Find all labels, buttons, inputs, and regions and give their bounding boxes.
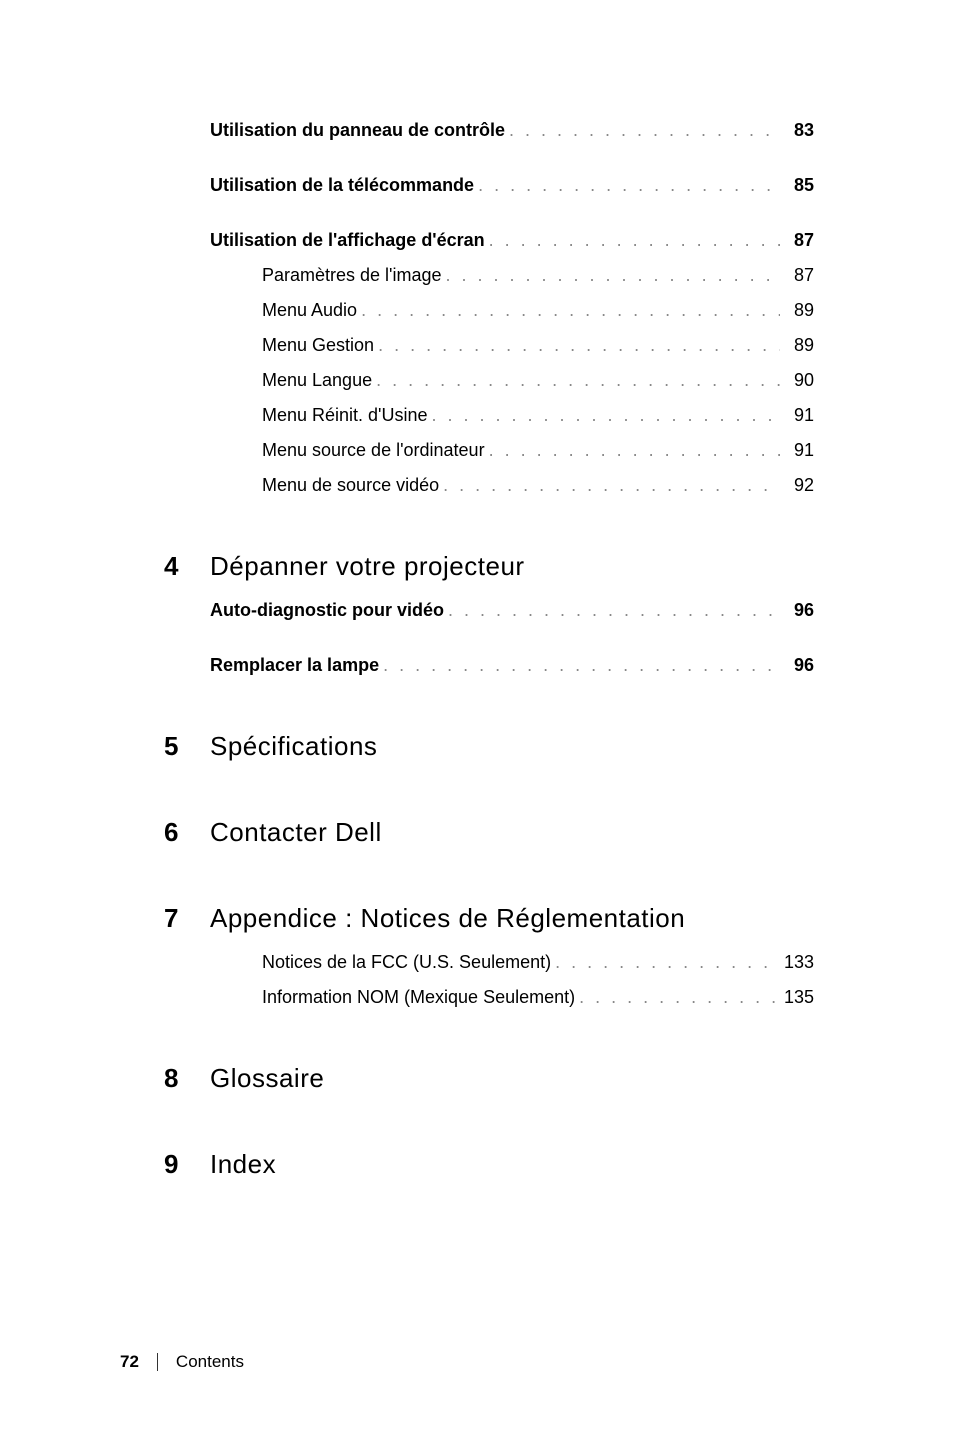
- toc-section-heading[interactable]: 5Spécifications: [164, 731, 814, 762]
- toc-line[interactable]: Notices de la FCC (U.S. Seulement) . . .…: [262, 952, 814, 973]
- leader-dots: . . . . . . . . . . . . . . . . . . . . …: [505, 120, 780, 141]
- leader-dots: . . . . . . . . . . . . . . . . . . . . …: [372, 370, 780, 391]
- toc-entry-page: 96: [780, 655, 814, 676]
- toc-entry-label: Menu Audio: [262, 300, 357, 321]
- toc-section-heading[interactable]: 4Dépanner votre projecteur: [164, 551, 814, 582]
- leader-dots: . . . . . . . . . . . . . . . . . . . . …: [442, 265, 780, 286]
- toc-section-heading[interactable]: 8Glossaire: [164, 1063, 814, 1094]
- toc-line[interactable]: Menu Audio . . . . . . . . . . . . . . .…: [262, 300, 814, 321]
- leader-dots: . . . . . . . . . . . . . . . . . . . . …: [474, 175, 780, 196]
- section-number: 9: [164, 1149, 210, 1180]
- leader-dots: . . . . . . . . . . . . . . . . . . . . …: [551, 952, 780, 973]
- page-footer: 72 Contents: [120, 1352, 244, 1372]
- section-title: Spécifications: [210, 731, 377, 762]
- toc-line[interactable]: Menu source de l'ordinateur . . . . . . …: [262, 440, 814, 461]
- toc-line[interactable]: Utilisation de la télécommande . . . . .…: [210, 175, 814, 196]
- toc-section-heading[interactable]: 7Appendice : Notices de Réglementation: [164, 903, 814, 934]
- leader-dots: . . . . . . . . . . . . . . . . . . . . …: [439, 475, 780, 496]
- section-number: 7: [164, 903, 210, 934]
- section-number: 8: [164, 1063, 210, 1094]
- leader-dots: . . . . . . . . . . . . . . . . . . . . …: [428, 405, 780, 426]
- toc-line[interactable]: Utilisation de l'affichage d'écran . . .…: [210, 230, 814, 251]
- toc-entry-label: Utilisation du panneau de contrôle: [210, 120, 505, 141]
- toc-entry-label: Menu source de l'ordinateur: [262, 440, 485, 461]
- toc-entry-label: Menu de source vidéo: [262, 475, 439, 496]
- section-number: 4: [164, 551, 210, 582]
- toc-line[interactable]: Auto-diagnostic pour vidéo . . . . . . .…: [210, 600, 814, 621]
- toc-entry-page: 90: [780, 370, 814, 391]
- toc-entry-label: Notices de la FCC (U.S. Seulement): [262, 952, 551, 973]
- section-title: Dépanner votre projecteur: [210, 551, 525, 582]
- section-number: 6: [164, 817, 210, 848]
- leader-dots: . . . . . . . . . . . . . . . . . . . . …: [379, 655, 780, 676]
- toc-entry-label: Menu Réinit. d'Usine: [262, 405, 428, 426]
- toc-line[interactable]: Menu Gestion . . . . . . . . . . . . . .…: [262, 335, 814, 356]
- toc-entry-label: Information NOM (Mexique Seulement): [262, 987, 575, 1008]
- toc-line[interactable]: Utilisation du panneau de contrôle . . .…: [210, 120, 814, 141]
- leader-dots: . . . . . . . . . . . . . . . . . . . . …: [444, 600, 780, 621]
- section-title: Glossaire: [210, 1063, 324, 1094]
- toc-entry-label: Utilisation de la télécommande: [210, 175, 474, 196]
- section-title: Contacter Dell: [210, 817, 382, 848]
- leader-dots: . . . . . . . . . . . . . . . . . . . . …: [485, 440, 780, 461]
- section-title: Index: [210, 1149, 276, 1180]
- toc-section-heading[interactable]: 6Contacter Dell: [164, 817, 814, 848]
- toc-entry-label: Menu Gestion: [262, 335, 374, 356]
- toc-entry-page: 83: [780, 120, 814, 141]
- section-number: 5: [164, 731, 210, 762]
- leader-dots: . . . . . . . . . . . . . . . . . . . . …: [485, 230, 780, 251]
- toc-entry-label: Paramètres de l'image: [262, 265, 442, 286]
- section-title: Appendice : Notices de Réglementation: [210, 903, 685, 934]
- toc-line[interactable]: Menu Langue . . . . . . . . . . . . . . …: [262, 370, 814, 391]
- toc-section-heading[interactable]: 9Index: [164, 1149, 814, 1180]
- toc-entry-page: 96: [780, 600, 814, 621]
- toc-content: Utilisation du panneau de contrôle . . .…: [210, 120, 814, 1180]
- toc-entry-page: 91: [780, 405, 814, 426]
- toc-entry-page: 135: [780, 987, 814, 1008]
- footer-divider: [157, 1353, 158, 1371]
- toc-entry-label: Utilisation de l'affichage d'écran: [210, 230, 485, 251]
- toc-entry-page: 89: [780, 335, 814, 356]
- toc-entry-page: 92: [780, 475, 814, 496]
- toc-entry-page: 89: [780, 300, 814, 321]
- toc-line[interactable]: Menu Réinit. d'Usine . . . . . . . . . .…: [262, 405, 814, 426]
- toc-entry-page: 87: [780, 265, 814, 286]
- leader-dots: . . . . . . . . . . . . . . . . . . . . …: [575, 987, 780, 1008]
- toc-entry-page: 133: [780, 952, 814, 973]
- toc-entry-page: 85: [780, 175, 814, 196]
- page: Utilisation du panneau de contrôle . . .…: [0, 0, 954, 1432]
- toc-line[interactable]: Information NOM (Mexique Seulement) . . …: [262, 987, 814, 1008]
- toc-entry-page: 87: [780, 230, 814, 251]
- leader-dots: . . . . . . . . . . . . . . . . . . . . …: [374, 335, 780, 356]
- leader-dots: . . . . . . . . . . . . . . . . . . . . …: [357, 300, 780, 321]
- toc-line[interactable]: Menu de source vidéo . . . . . . . . . .…: [262, 475, 814, 496]
- toc-entry-label: Auto-diagnostic pour vidéo: [210, 600, 444, 621]
- toc-entry-label: Remplacer la lampe: [210, 655, 379, 676]
- footer-label: Contents: [176, 1352, 244, 1372]
- toc-entry-label: Menu Langue: [262, 370, 372, 391]
- toc-line[interactable]: Paramètres de l'image . . . . . . . . . …: [262, 265, 814, 286]
- footer-page-number: 72: [120, 1352, 139, 1372]
- toc-line[interactable]: Remplacer la lampe . . . . . . . . . . .…: [210, 655, 814, 676]
- toc-entry-page: 91: [780, 440, 814, 461]
